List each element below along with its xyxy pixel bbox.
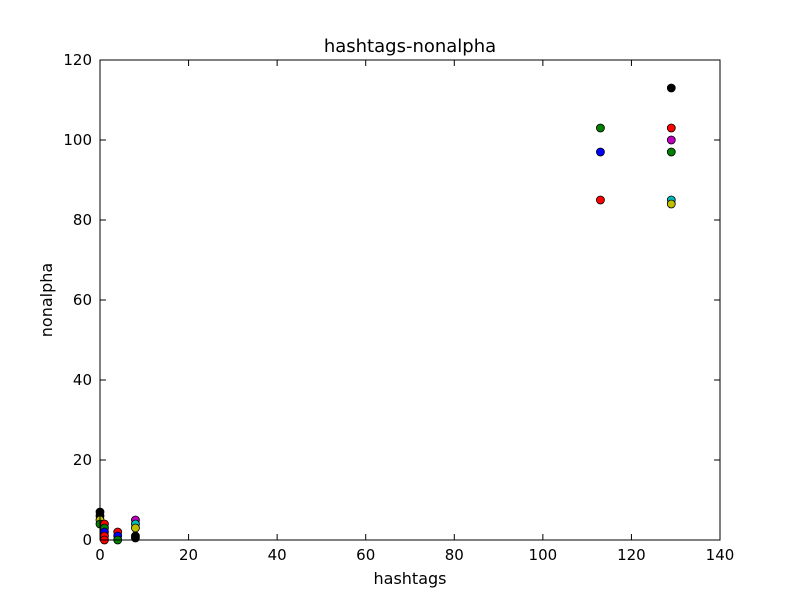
data-point bbox=[666, 199, 676, 209]
data-point bbox=[666, 123, 676, 133]
y-tick-label: 120 bbox=[63, 51, 92, 69]
data-point bbox=[131, 533, 140, 543]
y-tick-label: 40 bbox=[73, 371, 92, 389]
data-point bbox=[596, 147, 605, 157]
data-point bbox=[666, 83, 676, 93]
y-tick-label: 0 bbox=[82, 531, 92, 549]
x-tick-label: 100 bbox=[529, 546, 558, 564]
y-tick-label: 20 bbox=[73, 451, 92, 469]
x-axis-label: hashtags bbox=[374, 569, 447, 588]
axis-ticks: 0 20 40 60 80 100 120 140 0 20 40 60 80 100 120 bbox=[63, 51, 734, 564]
data-point bbox=[596, 195, 605, 205]
x-tick-label: 80 bbox=[445, 546, 464, 564]
chart-title: hashtags-nonalpha bbox=[324, 36, 496, 57]
data-point bbox=[596, 123, 605, 133]
y-tick-label: 60 bbox=[73, 291, 92, 309]
x-tick-label: 20 bbox=[179, 546, 198, 564]
data-points bbox=[95, 83, 676, 545]
y-tick-label: 100 bbox=[63, 131, 92, 149]
data-point bbox=[131, 523, 140, 533]
data-point bbox=[666, 135, 676, 145]
y-tick-label: 80 bbox=[73, 211, 92, 229]
y-axis-label: nonalpha bbox=[37, 263, 56, 337]
x-tick-label: 40 bbox=[268, 546, 287, 564]
x-tick-label: 120 bbox=[617, 546, 646, 564]
x-tick-label: 140 bbox=[706, 546, 735, 564]
plot-frame bbox=[99, 59, 721, 541]
data-point bbox=[666, 147, 676, 157]
x-tick-label: 60 bbox=[356, 546, 375, 564]
x-tick-label: 0 bbox=[95, 546, 105, 564]
